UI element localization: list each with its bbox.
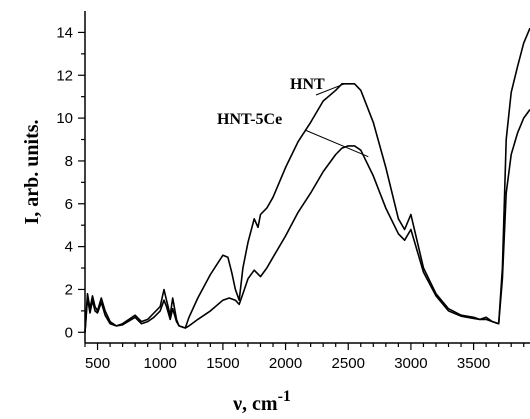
axes: 500 1000 1500 2000 2500 3000 3500 0 2 4 6 8 10 12 14 [56,11,530,372]
x-tick-label: 3000 [394,355,427,372]
x-tick-label: 3500 [457,355,490,372]
x-tick-label: 1500 [206,355,239,372]
y-tick-label: 12 [56,67,73,84]
y-tick-label: 10 [56,110,73,127]
y-axis-title: I, arb. units. [21,119,43,224]
series-layer [84,27,530,333]
series-label-hnt-5ce: HNT-5Ce [217,111,282,128]
x-tick-label: 2500 [332,355,365,372]
series-line-hnt-5ce [84,109,530,333]
label-layer: ν, cm-1 I, arb. units. HNT HNT-5Ce [21,76,369,415]
x-tick-label: 500 [85,355,110,372]
x-tick-label: 1000 [144,355,177,372]
y-tick-label: 6 [65,196,73,213]
y-tick-label: 8 [65,153,73,170]
y-tick-label: 2 [65,281,73,298]
y-tick-label: 0 [65,324,73,341]
series-label-hnt: HNT [290,76,325,93]
y-tick-label: 14 [56,24,73,41]
x-axis-title: ν, cm-1 [232,388,291,415]
x-axis-title-text: ν, cm [232,393,278,415]
series-line-hnt [84,27,530,333]
series-label-leader [315,83,345,96]
x-tick-label: 2000 [269,355,302,372]
x-axis-title-superscript: -1 [278,388,291,405]
series-label-leader [304,129,369,158]
y-tick-label: 4 [65,239,73,256]
